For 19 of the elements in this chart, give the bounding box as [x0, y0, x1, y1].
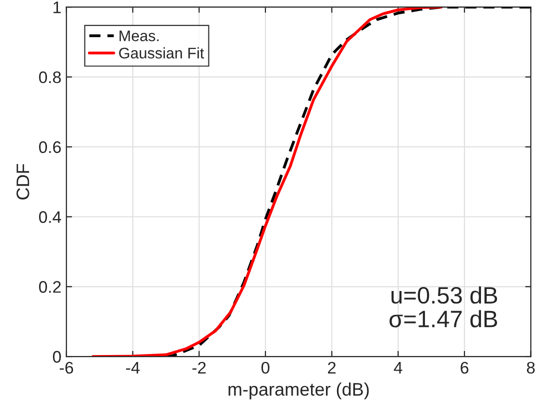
y-tick-label: 0 — [52, 350, 61, 363]
y-tick-label: 0.8 — [39, 71, 61, 84]
legend-label: Meas. — [120, 30, 159, 42]
x-tick-label: 6 — [460, 362, 468, 374]
y-tick-label: 0.4 — [39, 211, 62, 223]
y-tick-label: 1 — [54, 2, 61, 14]
x-tick-label: 2 — [328, 362, 336, 374]
y-tick-label: 0.6 — [39, 141, 61, 154]
legend-label: Gaussian Fit — [119, 47, 204, 59]
x-tick-label: -6 — [60, 362, 74, 374]
y-tick-label: 0.2 — [39, 281, 61, 293]
x-tick-label: 4 — [394, 362, 402, 374]
x-axis-title: m-parameter (dB) — [228, 382, 369, 400]
x-tick-label: -2 — [192, 362, 206, 374]
x-tick-label: 8 — [526, 362, 535, 374]
x-tick-label: 0 — [261, 362, 270, 374]
y-axis-title: CDF — [16, 164, 30, 200]
annotation: u=0.53 dB σ=1.47 dB — [390, 286, 498, 328]
x-tick-label: -4 — [126, 362, 140, 374]
